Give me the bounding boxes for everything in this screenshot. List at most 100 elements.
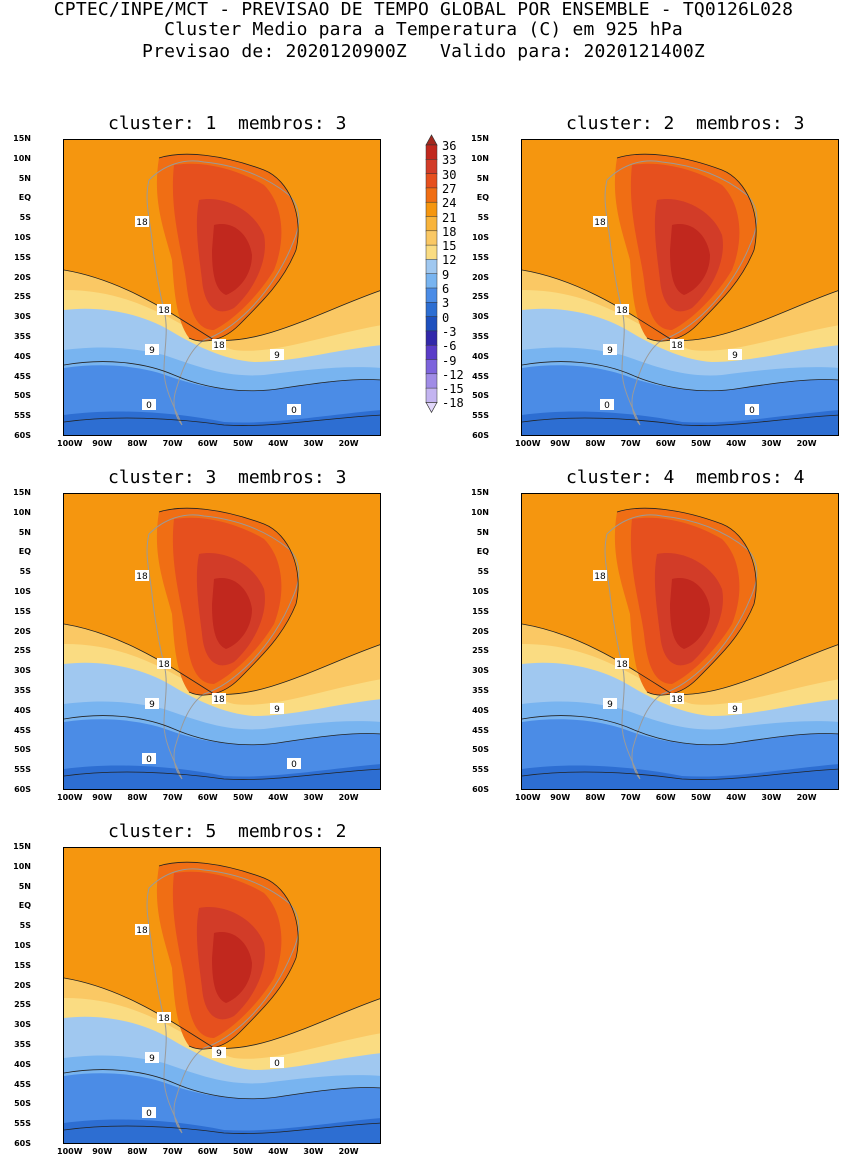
contour-label: 9 — [149, 1054, 155, 1064]
colorbar-label: 15 — [442, 239, 457, 254]
lat-tick-label: 30S — [14, 1020, 31, 1030]
colorbar-label: -9 — [442, 353, 457, 368]
lat-tick-label: EQ — [18, 547, 31, 557]
lat-tick-label: 10N — [13, 507, 31, 517]
lat-tick-label: 15N — [13, 488, 31, 497]
colorbar-label: 9 — [442, 267, 450, 282]
contour-label: 18 — [213, 695, 225, 705]
colorbar-label: 0 — [442, 310, 450, 325]
contour-label-box — [670, 339, 684, 350]
temperature-band — [64, 764, 380, 789]
contour-label: 9 — [149, 700, 155, 710]
contour-label: 0 — [274, 1059, 280, 1069]
contour-label-box — [145, 698, 159, 709]
lat-tick-label: 20S — [14, 626, 31, 636]
contour-label-box — [615, 658, 629, 669]
lat-tick-label: 15S — [472, 252, 489, 262]
contour-label-box — [270, 703, 284, 714]
contour-line — [64, 1122, 380, 1134]
lat-tick-label: 35S — [14, 686, 31, 695]
lat-tick-label: 15S — [472, 606, 489, 616]
contour-label: 9 — [216, 1049, 222, 1059]
lon-tick-label: 20W — [338, 793, 359, 802]
contour-label-box — [745, 404, 759, 415]
contour-label: 18 — [616, 660, 628, 670]
lon-tick-label: 20W — [796, 793, 817, 802]
lat-tick-label: 15S — [14, 960, 31, 970]
lat-tick-label: 10N — [471, 507, 489, 517]
contour-label: 0 — [291, 760, 297, 770]
lat-tick-label: 50S — [14, 1099, 31, 1109]
lat-tick-label: 25S — [14, 1000, 31, 1010]
colorbar-swatch — [425, 359, 438, 375]
lon-tick-label: 60W — [655, 793, 676, 802]
contour-label: 18 — [136, 572, 148, 582]
contour-label-box — [135, 570, 149, 581]
temperature-field: 18 18 18 9 9 — [522, 494, 838, 789]
colorbar-swatch — [425, 244, 438, 261]
lat-tick-label: 15N — [471, 488, 489, 497]
contour-label-box — [728, 703, 742, 714]
contour-line — [64, 1069, 380, 1100]
contour-label-box — [603, 344, 617, 355]
coastline — [146, 514, 300, 780]
contour-label: 18 — [136, 218, 148, 228]
contour-label-box — [270, 349, 284, 360]
lat-tick-label: 60S — [14, 785, 31, 794]
lat-tick-label: 40S — [14, 1059, 31, 1069]
lon-tick-label: 80W — [585, 793, 606, 802]
map-panel-4: 18 18 18 9 9 — [521, 493, 839, 790]
lat-tick-label: 10S — [472, 587, 489, 596]
lat-tick-label: 45S — [472, 725, 489, 735]
lat-tick-label: 25S — [472, 646, 489, 656]
contour-label-box — [593, 216, 607, 227]
temperature-band — [522, 764, 838, 789]
contour-label: 18 — [594, 572, 606, 582]
colorbar-swatch — [425, 187, 438, 203]
lat-tick-label: 5N — [18, 173, 31, 183]
lat-tick-label: 20S — [472, 272, 489, 282]
lat-tick-label: 55S — [472, 765, 489, 775]
colorbar-swatch — [425, 344, 438, 361]
colorbar-label: -6 — [442, 339, 457, 354]
lat-tick-label: EQ — [476, 547, 489, 557]
contour-line — [522, 768, 838, 780]
colorbar-swatch — [425, 259, 438, 275]
map-panel-3: 18 18 18 9 9 0 0 — [63, 493, 381, 790]
colorbar-swatch — [425, 302, 438, 318]
lon-tick-label: 40W — [268, 793, 289, 802]
contour-label: 18 — [158, 306, 170, 316]
contour-line — [616, 507, 757, 696]
colorbar-label: 21 — [442, 210, 457, 225]
contour-label: 0 — [146, 1109, 152, 1119]
colorbar-label: 27 — [442, 181, 457, 196]
lon-tick-label: 60W — [197, 439, 218, 448]
lon-tick-label: 60W — [197, 1147, 218, 1156]
lat-tick-label: 5S — [477, 567, 489, 577]
temperature-band — [522, 410, 838, 435]
contour-label: 18 — [671, 695, 683, 705]
temperature-band — [670, 224, 710, 295]
colorbar-swatch — [425, 373, 438, 389]
colorbar-swatch — [425, 216, 438, 232]
lon-tick-label: 20W — [338, 1147, 359, 1156]
lon-tick-label: 100W — [515, 439, 541, 448]
lat-tick-label: 30S — [14, 312, 31, 322]
lon-tick-label: 70W — [162, 439, 183, 448]
contour-label: 9 — [732, 705, 738, 715]
contour-label-box — [287, 404, 301, 415]
temperature-band — [64, 1118, 380, 1143]
contour-line — [522, 715, 838, 746]
colorbar-label: -3 — [442, 324, 457, 339]
lat-tick-label: 20S — [14, 272, 31, 282]
lon-tick-label: 20W — [796, 439, 817, 448]
contour-label: 18 — [158, 1014, 170, 1024]
colorbar-swatch — [425, 201, 438, 218]
lon-tick-label: 70W — [162, 793, 183, 802]
contour-label-box — [135, 216, 149, 227]
lat-tick-label: 10S — [14, 941, 31, 950]
lon-tick-label: 80W — [127, 1147, 148, 1156]
lon-tick-label: 80W — [585, 439, 606, 448]
temperature-band — [670, 578, 710, 649]
lon-tick-label: 40W — [268, 439, 289, 448]
